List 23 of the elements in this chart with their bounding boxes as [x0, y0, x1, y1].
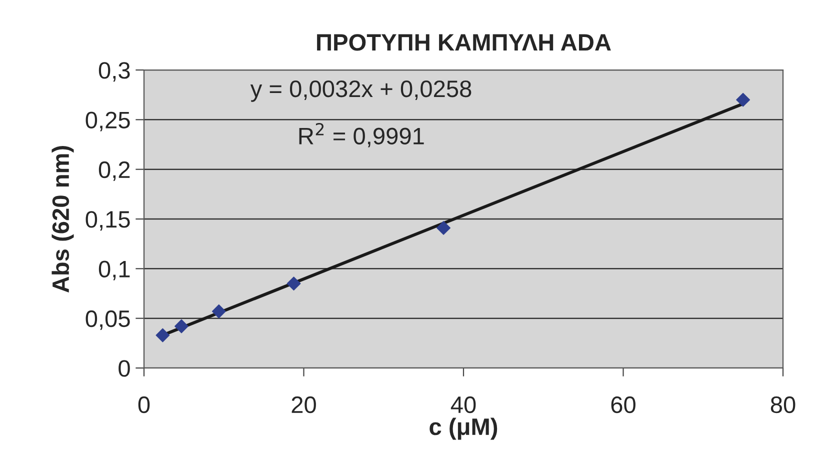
x-axis-title: c (μM) — [430, 418, 498, 440]
point — [286, 276, 301, 291]
y-axis-title: Abs (620 nm) — [52, 146, 74, 293]
point — [212, 304, 226, 318]
point — [174, 319, 188, 334]
y-tick-label: 0,1 — [98, 260, 130, 280]
annotation: y = 0,0032x + 0,0258 — [250, 80, 472, 102]
point — [436, 220, 450, 235]
x-tick-label: 40 — [450, 396, 476, 414]
x-tick-label: 60 — [611, 396, 636, 414]
annotation: R$^{2}$ = 0,9991 — [299, 122, 424, 148]
x-tick-label: 0 — [138, 396, 150, 414]
point — [736, 92, 750, 107]
y-tick-label: 0 — [118, 360, 130, 377]
y-tick-label: 0,05 — [86, 310, 130, 330]
chart-title: ΠΡΟΤΥΠΗ ΚΑΜΠΥΛΗ ADA — [317, 34, 611, 51]
x-tick-label: 20 — [292, 396, 316, 414]
y-tick-label: 0,3 — [98, 62, 130, 82]
x-tick-label: 80 — [770, 396, 796, 414]
y-tick-label: 0,2 — [98, 161, 130, 181]
y-tick-label: 0,25 — [86, 112, 130, 132]
y-tick-label: 0,15 — [86, 211, 130, 231]
point — [156, 328, 170, 342]
